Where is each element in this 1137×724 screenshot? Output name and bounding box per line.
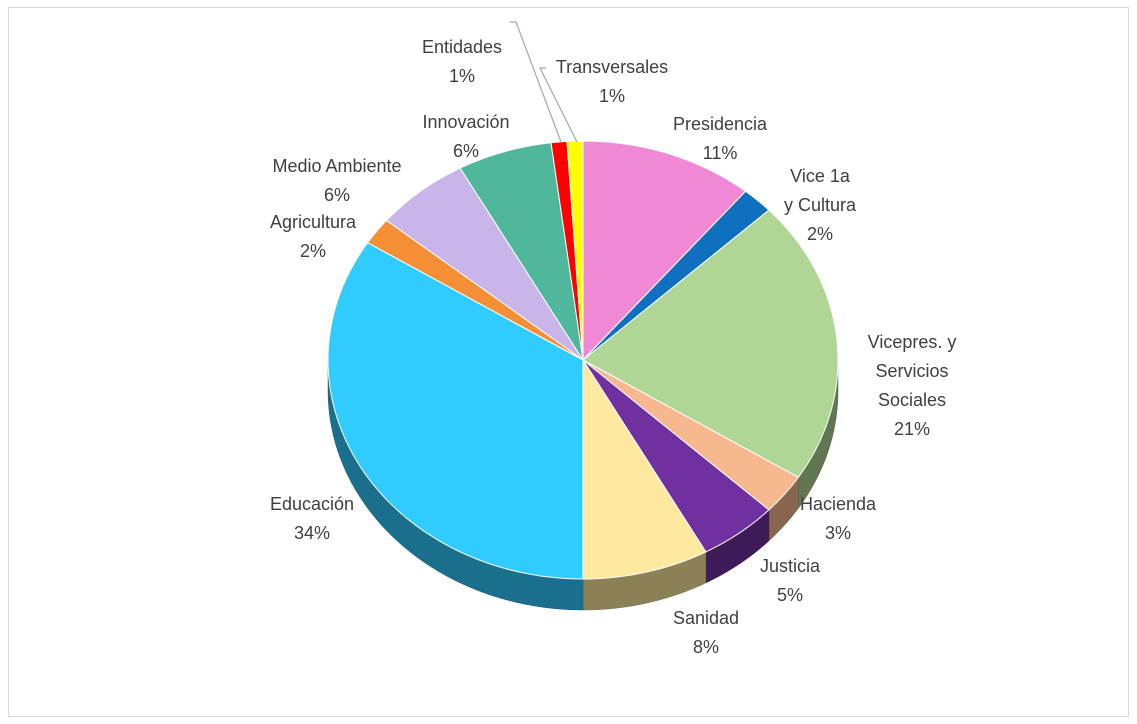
data-label: Vicepres. y Servicios Sociales 21% [868,328,957,444]
value-label: 1% [448,66,475,86]
category-label: Justicia [759,556,821,576]
category-label: Innovación [422,112,510,132]
category-label: Sanidad [672,608,740,628]
value-label: 11% [702,143,738,163]
data-label: Agricultura 2% [270,208,356,266]
value-label: 6% [452,141,480,161]
value-label: 2% [806,224,833,244]
slice [582,359,770,553]
category-label: Entidades [421,37,503,57]
leader-line [539,67,578,143]
category-label: Vice 1a y Cultura [783,166,857,215]
data-label: Hacienda 3% [800,490,876,548]
category-label: Hacienda [799,494,877,514]
category-label: Transversales [555,57,669,77]
value-label: 5% [776,585,803,605]
data-label: Transversales 1% [556,53,668,111]
value-label: 2% [299,241,327,261]
category-label: Presidencia [672,114,768,134]
data-label: Innovación 6% [422,108,509,166]
data-label: Vice 1a y Cultura 2% [784,162,856,249]
value-label: 6% [323,185,351,205]
slice [385,167,584,361]
slice [582,140,747,362]
slice [366,219,584,361]
data-label: Sanidad 8% [673,604,739,662]
category-label: Vicepres. y Servicios Sociales [867,332,957,410]
value-label: 34% [293,523,331,543]
category-label: Agricultura [269,212,357,232]
category-label: Medio Ambiente [272,156,402,176]
data-label: Entidades 1% [422,33,502,91]
slice [582,209,839,479]
slice [459,142,584,361]
leader-line [510,21,562,143]
slice [582,190,770,361]
slice [582,359,800,511]
slice [582,358,707,580]
value-label: 8% [692,637,719,657]
data-label: Medio Ambiente 6% [272,152,401,210]
data-label: Justicia 5% [760,552,820,610]
value-label: 3% [824,523,851,543]
data-label: Presidencia 11% [673,110,767,168]
value-label: 1% [598,86,625,106]
slice [327,241,584,580]
category-label: Educación [269,494,355,514]
value-label: 21% [893,419,931,439]
slice [566,140,584,361]
data-label: Educación 34% [270,490,354,548]
